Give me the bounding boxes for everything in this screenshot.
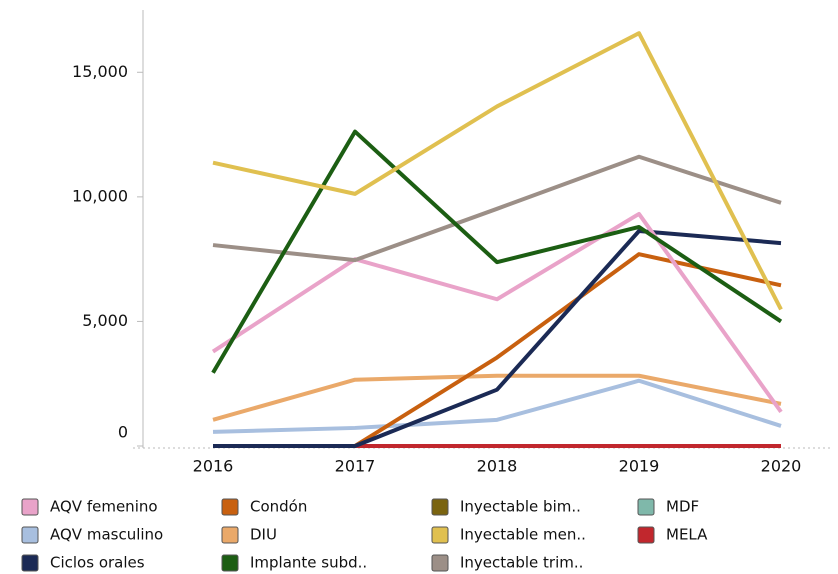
x-tick-label: 2016 bbox=[193, 457, 234, 476]
legend-swatch bbox=[221, 554, 239, 572]
legend-swatch bbox=[21, 554, 39, 572]
series-line bbox=[212, 373, 782, 422]
series-line bbox=[212, 31, 783, 311]
series-line bbox=[211, 129, 783, 374]
series-line bbox=[213, 252, 782, 448]
legend-label: DIU bbox=[250, 526, 277, 544]
legend-label: AQV masculino bbox=[50, 526, 163, 544]
legend-label: MELA bbox=[666, 526, 708, 544]
x-tick-label: 2019 bbox=[619, 457, 660, 476]
legend-swatch bbox=[221, 498, 239, 516]
y-tick-label: 15,000 bbox=[72, 62, 128, 81]
series-line bbox=[212, 154, 782, 263]
legend-swatch bbox=[21, 526, 39, 544]
legend-label: Inyectable men.. bbox=[460, 526, 586, 544]
x-tick-label: 2017 bbox=[335, 457, 376, 476]
legend-swatch bbox=[431, 554, 449, 572]
y-tick-label: 0 bbox=[118, 423, 128, 442]
legend-swatch bbox=[431, 526, 449, 544]
legend-label: Inyectable trim.. bbox=[460, 554, 583, 572]
x-tick-label: 2020 bbox=[761, 457, 802, 476]
x-tick-label: 2018 bbox=[477, 457, 518, 476]
legend-label: Condón bbox=[250, 498, 307, 516]
legend-label: Ciclos orales bbox=[50, 554, 145, 572]
series-line bbox=[211, 211, 783, 414]
legend-label: Implante subd.. bbox=[250, 554, 367, 572]
series-line bbox=[212, 378, 782, 434]
legend-swatch bbox=[431, 498, 449, 516]
legend-swatch bbox=[221, 526, 239, 544]
legend-label: MDF bbox=[666, 498, 699, 516]
legend-label: Inyectable bim.. bbox=[460, 498, 581, 516]
series-line bbox=[213, 228, 782, 448]
y-tick-label: 10,000 bbox=[72, 186, 128, 205]
legend-label: AQV femenino bbox=[50, 498, 158, 516]
legend-swatch bbox=[637, 526, 655, 544]
legend-swatch bbox=[21, 498, 39, 516]
legend-swatch bbox=[637, 498, 655, 516]
y-tick-label: 5,000 bbox=[82, 311, 128, 330]
